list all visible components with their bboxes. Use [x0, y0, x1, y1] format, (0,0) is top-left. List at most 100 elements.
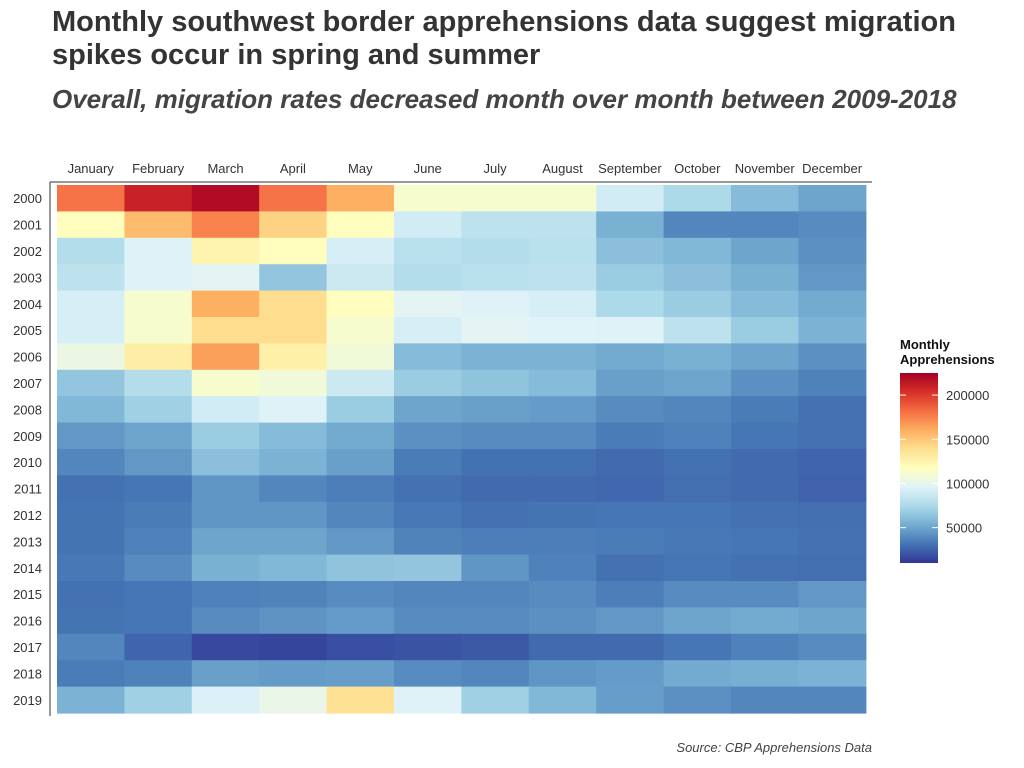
heatmap-cell-2006-december	[798, 343, 867, 371]
heatmap-cell-2015-march	[191, 581, 260, 608]
heatmap-cell-2013-may	[326, 528, 395, 556]
heatmap-cell-2005-october	[663, 317, 732, 344]
heatmap-cell-2018-october	[663, 660, 732, 688]
heatmap-cell-2007-december	[798, 369, 867, 397]
heatmap-cell-2011-july	[461, 475, 530, 503]
month-label-august: August	[542, 161, 583, 176]
heatmap-cell-2011-january	[57, 475, 125, 503]
month-label-september: September	[598, 161, 662, 176]
heatmap-cell-2000-may	[326, 185, 395, 212]
heatmap-cell-2000-january	[57, 185, 125, 212]
heatmap-cell-2004-february	[124, 290, 193, 318]
heatmap-cell-2005-december	[798, 317, 867, 344]
heatmap-cell-2006-july	[461, 343, 530, 371]
heatmap-cell-2012-april	[259, 501, 328, 529]
heatmap-cell-2012-december	[798, 501, 867, 529]
heatmap-cell-2015-january	[57, 581, 125, 608]
heatmap-cell-2010-september	[596, 449, 665, 476]
heatmap-cell-2012-january	[57, 501, 125, 529]
year-label-2000: 2000	[13, 191, 42, 206]
heatmap-cell-2016-december	[798, 607, 867, 635]
heatmap-cell-2010-july	[461, 449, 530, 476]
heatmap-cell-2009-march	[191, 422, 260, 450]
heatmap-cell-2004-march	[191, 290, 260, 318]
heatmap-cell-2006-march	[191, 343, 260, 371]
heatmap-cell-2007-june	[394, 369, 462, 397]
heatmap-cell-2008-august	[528, 396, 597, 424]
year-label-2009: 2009	[13, 429, 42, 444]
heatmap-cell-2013-december	[798, 528, 867, 556]
heatmap-cell-2007-january	[57, 369, 125, 397]
heatmap-cell-2007-july	[461, 369, 530, 397]
heatmap-cell-2002-november	[731, 237, 799, 265]
heatmap-cell-2013-march	[191, 528, 260, 556]
heatmap-cell-2004-may	[326, 290, 395, 318]
heatmap-cell-2016-july	[461, 607, 530, 635]
heatmap-cell-2007-march	[191, 369, 260, 397]
heatmap-cell-2017-january	[57, 633, 125, 661]
heatmap-cell-2011-february	[124, 475, 193, 503]
month-label-may: May	[348, 161, 373, 176]
heatmap-cell-2014-december	[798, 554, 867, 582]
heatmap-cell-2014-january	[57, 554, 125, 582]
year-label-2001: 2001	[13, 218, 42, 233]
heatmap-cell-2011-march	[191, 475, 260, 503]
heatmap-cell-2006-february	[124, 343, 193, 371]
heatmap-cell-2019-august	[528, 686, 597, 714]
heatmap-cell-2004-january	[57, 290, 125, 318]
heatmap-cell-2005-february	[124, 317, 193, 344]
heatmap-cell-2011-december	[798, 475, 867, 503]
heatmap-cell-2012-march	[191, 501, 260, 529]
heatmap-cell-2012-february	[124, 501, 193, 529]
heatmap-cell-2012-september	[596, 501, 665, 529]
heatmap-cell-2008-july	[461, 396, 530, 424]
year-label-2013: 2013	[13, 534, 42, 549]
heatmap-cell-2002-february	[124, 237, 193, 265]
heatmap-cell-2014-june	[394, 554, 462, 582]
heatmap-cell-2015-september	[596, 581, 665, 608]
month-label-november: November	[735, 161, 796, 176]
heatmap-cell-2004-september	[596, 290, 665, 318]
heatmap-cell-2002-may	[326, 237, 395, 265]
heatmap-cell-2019-october	[663, 686, 732, 714]
year-label-2016: 2016	[13, 614, 42, 629]
heatmap-cell-2009-november	[731, 422, 799, 450]
heatmap-cell-2013-august	[528, 528, 597, 556]
heatmap-cell-2000-august	[528, 185, 597, 212]
heatmap-cell-2004-november	[731, 290, 799, 318]
heatmap-cell-2007-november	[731, 369, 799, 397]
heatmap-cell-2012-july	[461, 501, 530, 529]
heatmap-cell-2015-february	[124, 581, 193, 608]
heatmap-cell-2015-october	[663, 581, 732, 608]
year-label-2008: 2008	[13, 402, 42, 417]
heatmap-cell-2014-november	[731, 554, 799, 582]
heatmap-cell-2005-june	[394, 317, 462, 344]
heatmap-cell-2003-april	[259, 264, 328, 292]
heatmap-cell-2017-june	[394, 633, 462, 661]
year-label-2017: 2017	[13, 640, 42, 655]
heatmap-cell-2015-july	[461, 581, 530, 608]
heatmap-cell-2010-january	[57, 449, 125, 476]
heatmap-cell-2000-december	[798, 185, 867, 212]
heatmap-cell-2006-june	[394, 343, 462, 371]
heatmap-cell-2009-january	[57, 422, 125, 450]
heatmap-cell-2017-august	[528, 633, 597, 661]
heatmap-cell-2005-september	[596, 317, 665, 344]
year-label-2015: 2015	[13, 587, 42, 602]
heatmap-cell-2001-october	[663, 211, 732, 239]
heatmap-cell-2008-june	[394, 396, 462, 424]
heatmap-cell-2018-august	[528, 660, 597, 688]
heatmap-cell-2017-july	[461, 633, 530, 661]
heatmap-cell-2004-july	[461, 290, 530, 318]
month-label-june: June	[414, 161, 442, 176]
heatmap-cell-2005-november	[731, 317, 799, 344]
heatmap-cell-2017-february	[124, 633, 193, 661]
heatmap-cell-2010-december	[798, 449, 867, 476]
heatmap-cell-2011-november	[731, 475, 799, 503]
heatmap-cell-2003-june	[394, 264, 462, 292]
heatmap-cell-2003-november	[731, 264, 799, 292]
heatmap-cell-2018-july	[461, 660, 530, 688]
heatmap-cell-2014-february	[124, 554, 193, 582]
heatmap-cell-2012-october	[663, 501, 732, 529]
